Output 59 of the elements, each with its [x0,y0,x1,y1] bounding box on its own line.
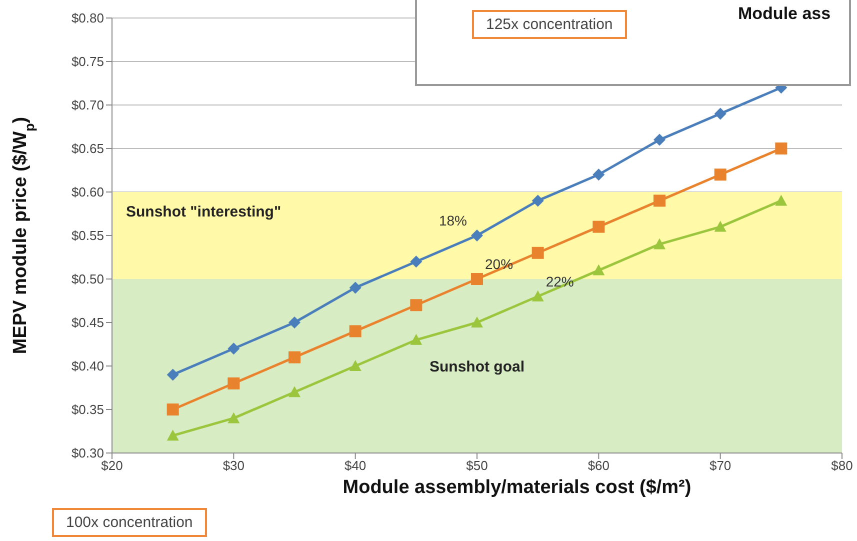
x-axis-title: Module assembly/materials cost ($/m²) [342,477,692,498]
point [349,282,362,294]
point [349,325,362,338]
y-tick-label: $0.35 [71,402,104,418]
point [654,134,666,146]
band-label: Sunshot goal [430,358,524,376]
y-tick-label: $0.40 [71,358,104,374]
point [775,142,788,154]
point [288,386,300,398]
point [775,194,788,206]
annotation: 125x concentration [472,10,627,39]
series-label: 20% [485,256,514,272]
point [471,273,483,285]
point [532,194,544,207]
y-tick-label: $0.60 [71,184,104,200]
point [532,246,544,259]
x-tick-label: $50 [466,458,488,474]
y-tick-label: $0.65 [71,141,104,156]
point [228,412,240,424]
point [714,220,726,232]
point [592,264,605,276]
annotation: Module ass [738,4,831,24]
y-tick-label: $0.55 [71,228,104,244]
point [410,334,422,345]
y-tick-label: $0.45 [71,315,104,330]
point [288,316,300,328]
point [532,290,544,302]
x-tick-label: $20 [101,458,123,474]
point [410,299,422,312]
x-tick-label: $60 [588,458,610,474]
y-tick-label: $0.75 [71,54,104,70]
point [714,108,726,120]
y-tick-label: $0.80 [71,10,104,26]
point [592,168,605,181]
series-label: 22% [546,273,574,290]
x-tick-label: $30 [222,458,245,474]
text: 100x concentration [52,508,207,537]
point [714,168,726,181]
point [166,430,179,441]
point [471,316,483,328]
point [471,230,483,242]
y-tick-label: $0.50 [71,272,104,287]
band-label: Sunshot "interesting" [126,204,282,221]
point [410,256,422,268]
point [228,377,240,390]
point [592,220,605,233]
series-label: 18% [438,212,467,228]
x-tick-label: $40 [344,458,366,474]
point [349,360,362,371]
point [654,194,666,207]
point [166,368,179,381]
point [228,342,240,355]
point [654,238,666,250]
y-tick-label: $0.30 [71,446,104,461]
y-tick-label: $0.70 [71,98,104,113]
x-tick-label: $70 [709,458,732,474]
x-tick-label: $80 [831,458,853,474]
point [288,351,300,364]
point [166,404,179,416]
